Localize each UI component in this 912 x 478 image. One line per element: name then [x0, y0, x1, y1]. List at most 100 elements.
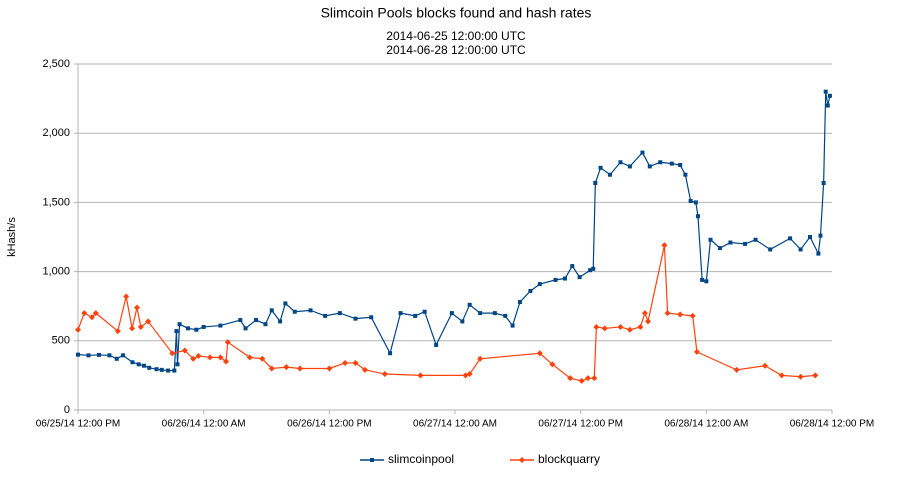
data-point — [570, 264, 575, 269]
y-tick-label: 0 — [64, 404, 70, 416]
y-axis-label: kHash/s — [6, 217, 18, 257]
data-point — [598, 165, 603, 170]
data-point — [798, 247, 803, 252]
data-point — [704, 279, 709, 284]
data-point — [337, 311, 342, 316]
data-point — [381, 371, 388, 378]
data-point — [607, 172, 612, 177]
data-point — [123, 293, 130, 300]
data-point — [627, 164, 632, 169]
data-point — [678, 163, 683, 168]
data-point — [661, 242, 668, 249]
data-point — [818, 233, 823, 238]
data-point — [683, 172, 688, 177]
data-point — [549, 361, 556, 368]
data-point — [728, 240, 733, 245]
data-point — [76, 352, 80, 357]
x-tick-label: 06/27/14 12:00 PM — [538, 419, 623, 430]
data-point — [553, 277, 558, 282]
data-point — [536, 350, 543, 357]
data-point — [147, 365, 152, 370]
data-point — [753, 237, 758, 242]
data-point — [788, 236, 793, 241]
data-point — [323, 313, 328, 318]
data-point — [492, 311, 497, 316]
data-point — [283, 301, 288, 306]
data-point — [640, 150, 645, 155]
data-point — [283, 364, 290, 371]
data-point — [201, 324, 206, 329]
data-point — [700, 277, 705, 282]
data-point — [637, 323, 644, 330]
data-point — [778, 372, 785, 379]
chart-subtitle: 2014-06-28 12:00:00 UTC — [386, 43, 526, 57]
data-point — [133, 304, 140, 311]
data-point — [591, 375, 598, 382]
data-point — [584, 375, 591, 382]
y-tick-label: 1,000 — [42, 266, 70, 278]
data-point — [743, 241, 748, 246]
data-point — [618, 160, 623, 165]
data-point — [238, 318, 243, 323]
data-point — [86, 353, 91, 358]
data-point — [224, 339, 231, 346]
data-point — [352, 359, 359, 366]
data-point — [761, 362, 768, 369]
data-point — [114, 356, 119, 361]
data-point — [823, 89, 828, 94]
data-point — [641, 310, 648, 317]
series-line — [77, 91, 831, 372]
data-point — [172, 368, 177, 373]
y-tick-label: 500 — [52, 335, 70, 347]
x-tick-label: 06/28/14 12:00 AM — [664, 419, 748, 430]
data-point — [466, 371, 473, 378]
data-point — [717, 246, 722, 251]
data-point — [510, 323, 515, 328]
data-point — [578, 377, 585, 384]
x-tick-label: 06/25/14 12:00 PM — [36, 419, 121, 430]
x-tick-label: 06/26/14 12:00 PM — [287, 419, 372, 430]
legend-label: slimcoinpool — [388, 452, 454, 466]
data-point — [81, 310, 88, 317]
data-point — [181, 347, 188, 354]
data-point — [503, 313, 508, 318]
data-point — [308, 308, 313, 313]
data-point — [689, 312, 696, 319]
data-point — [194, 327, 199, 332]
legend-marker — [519, 457, 525, 463]
data-point — [645, 318, 652, 325]
data-point — [562, 276, 567, 281]
data-point — [177, 322, 182, 327]
data-point — [821, 181, 826, 186]
data-point — [141, 363, 146, 368]
data-point — [422, 309, 427, 314]
data-point — [217, 354, 224, 361]
data-point — [92, 310, 99, 317]
y-tick-label: 2,500 — [42, 58, 70, 70]
data-point — [677, 311, 684, 318]
data-point — [185, 326, 190, 331]
data-point — [816, 251, 821, 256]
data-point — [121, 353, 126, 358]
data-point — [154, 367, 159, 372]
data-point — [588, 268, 593, 273]
data-point — [353, 316, 358, 321]
data-point — [693, 348, 700, 355]
data-point — [693, 200, 698, 205]
data-point — [292, 309, 297, 314]
data-point — [243, 326, 248, 331]
data-point — [695, 214, 700, 219]
data-point — [825, 103, 830, 108]
data-point — [658, 160, 663, 165]
data-point — [145, 318, 152, 325]
x-tick-label: 06/27/14 12:00 AM — [413, 419, 497, 430]
data-point — [169, 350, 176, 357]
data-point — [768, 247, 773, 252]
data-point — [175, 362, 180, 367]
data-point — [647, 164, 652, 169]
data-point — [567, 375, 574, 382]
data-point — [107, 353, 112, 358]
data-point — [166, 368, 171, 373]
data-point — [601, 325, 608, 332]
